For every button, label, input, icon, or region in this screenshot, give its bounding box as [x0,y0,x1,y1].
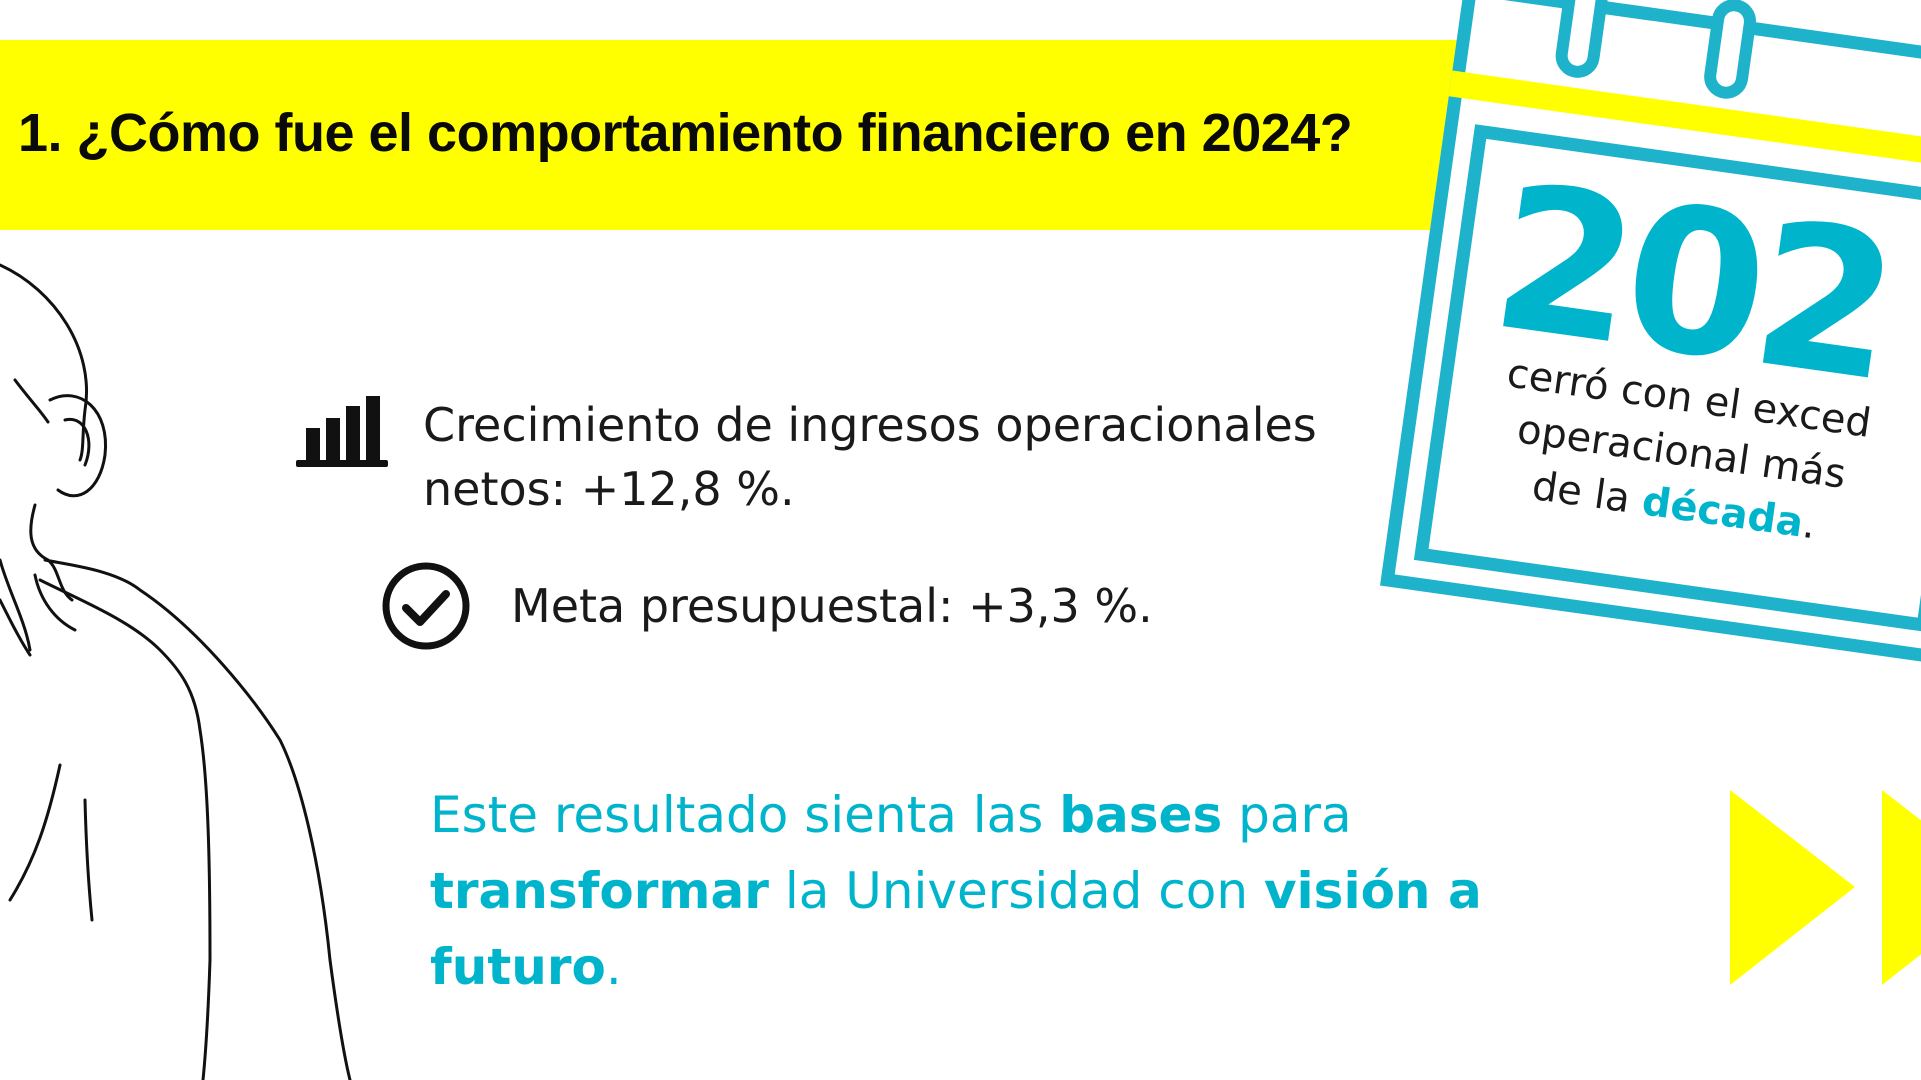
tagline-part: . [605,938,622,996]
tagline-part: para [1222,786,1352,844]
bar-chart-icon [296,396,388,467]
calendar-graphic: 202 cerró con el exced operacional más d… [1369,0,1921,672]
person-illustration [0,263,352,1080]
tagline-bold: visión a futuro [430,862,1482,996]
calendar-line-3-prefix: de la [1529,462,1646,524]
page-title: 1. ¿Cómo fue el comportamiento financier… [18,103,1353,163]
title-banner [0,40,1500,230]
budget-goal-text: Meta presupuestal: +3,3 %. [511,579,1153,633]
tagline-bold: transformar [430,862,769,920]
check-circle-icon [382,562,470,650]
tagline-bold: bases [1059,786,1223,844]
tagline: Este resultado sienta las bases para tra… [430,777,1680,1005]
fast-forward-icon [1730,790,1921,985]
tagline-part: Este resultado sienta las [430,786,1060,844]
tagline-part: la Universidad con [768,862,1264,920]
revenue-growth-text: Crecimiento de ingresos operacionales ne… [423,398,1317,516]
